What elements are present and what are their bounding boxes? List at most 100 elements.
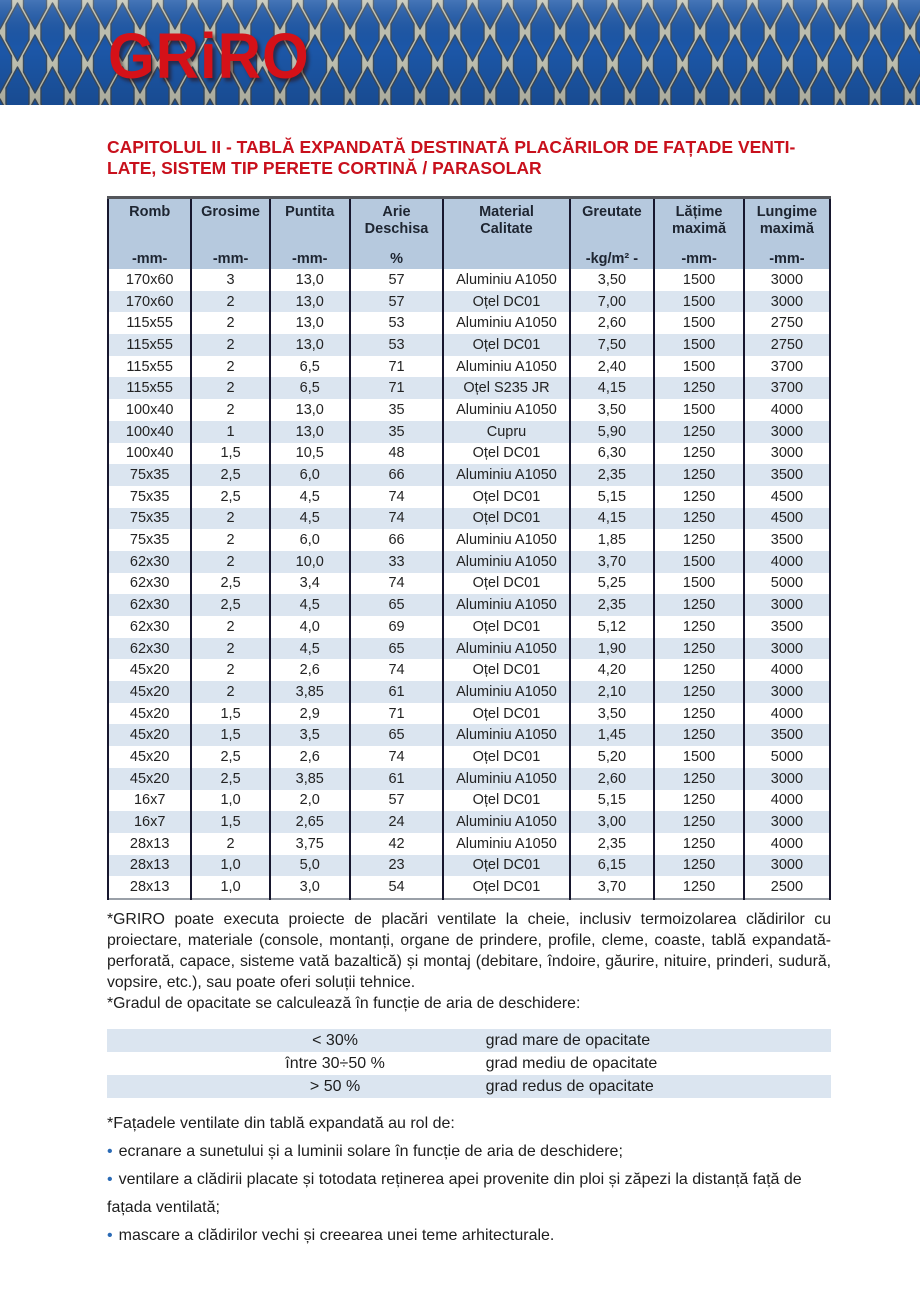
table-cell: Aluminiu A1050 — [442, 269, 571, 291]
table-cell: 2 — [190, 550, 271, 573]
table-cell: 4,15 — [568, 377, 656, 400]
table-cell: 2,35 — [568, 464, 656, 486]
note-projects: *GRIRO poate executa proiecte de placări… — [107, 910, 831, 991]
table-row: 75x35 2,5 6,0 66 Aluminiu A1050 2,35 1250 3500 — [106, 464, 832, 486]
table-cell: 1250 — [653, 637, 745, 660]
table-cell: 2,35 — [568, 832, 656, 855]
table-cell: 4000 — [742, 789, 832, 812]
table-cell: Aluminiu A1050 — [442, 399, 571, 421]
table-cell: 4000 — [742, 399, 832, 421]
table-cell: 1 — [190, 420, 271, 443]
table-cell: 1250 — [653, 507, 745, 530]
table-cell: 6,0 — [268, 529, 351, 551]
table-cell: 62x30 — [106, 594, 193, 616]
table-row: 62x30 2,5 4,5 65 Aluminiu A1050 2,35 1250 3000 — [106, 594, 832, 616]
list-item-text: ecranare a sunetului și a luminii solare… — [118, 1142, 623, 1160]
table-cell: Oțel DC01 — [442, 789, 571, 812]
column-unit: % — [390, 251, 403, 267]
table-cell: 62x30 — [106, 550, 193, 573]
column-header: Lățime maximă -mm- — [653, 197, 745, 269]
table-cell: 3500 — [742, 529, 832, 551]
column-header: Material Calitate — [442, 197, 571, 269]
table-cell: 61 — [348, 767, 445, 790]
table-cell: 115x55 — [106, 377, 193, 400]
table-cell: 2,10 — [568, 681, 656, 703]
table-cell: 6,15 — [568, 854, 656, 877]
column-header: Grosime -mm- — [190, 197, 271, 269]
table-cell: 2,9 — [268, 702, 351, 725]
table-row: 16x7 1,5 2,65 24 Aluminiu A1050 3,00 1250 3000 — [106, 811, 832, 833]
table-cell: 1500 — [653, 269, 745, 291]
table-cell: 1,90 — [568, 637, 656, 660]
table-cell: Oțel DC01 — [442, 485, 571, 508]
table-row: 115x55 2 13,0 53 Oțel DC01 7,50 1500 2750 — [106, 334, 832, 356]
table-cell: 2 — [190, 616, 271, 638]
table-row: 100x40 1,5 10,5 48 Oțel DC01 6,30 1250 3000 — [106, 442, 832, 465]
table-cell: 6,30 — [568, 442, 656, 465]
table-cell: 53 — [348, 312, 445, 335]
bullet-icon: • — [107, 1226, 113, 1244]
table-cell: 66 — [348, 529, 445, 551]
column-name: Grosime — [201, 204, 260, 220]
table-cell: 75x35 — [106, 507, 193, 530]
table-cell: 1,5 — [190, 442, 271, 465]
table-row: 62x30 2 4,5 65 Aluminiu A1050 1,90 1250 3000 — [106, 637, 832, 660]
table-row: 115x55 2 6,5 71 Oțel S235 JR 4,15 1250 3700 — [106, 377, 832, 400]
table-cell: 1,5 — [190, 724, 271, 747]
table-cell: 71 — [348, 355, 445, 378]
table-cell: 3500 — [742, 464, 832, 486]
opacity-table: < 30% grad mare de opacitate între 30÷50 %… — [107, 1028, 831, 1098]
table-cell: Aluminiu A1050 — [442, 724, 571, 747]
table-cell: 4000 — [742, 550, 832, 573]
table-cell: 2 — [190, 290, 271, 313]
table-cell: 6,5 — [268, 355, 351, 378]
table-cell: 1250 — [653, 724, 745, 747]
table-cell: 62x30 — [106, 637, 193, 660]
table-cell: 7,00 — [568, 290, 656, 313]
table-cell: 4,5 — [268, 507, 351, 530]
table-cell: 3,70 — [568, 876, 656, 899]
table-cell: 13,0 — [268, 399, 351, 421]
facade-roles: *Fațadele ventilate din tablă expandată … — [107, 1110, 847, 1250]
table-cell: Oțel DC01 — [442, 616, 571, 638]
table-cell: 115x55 — [106, 334, 193, 356]
table-cell: 65 — [348, 724, 445, 747]
table-cell: 3000 — [742, 420, 832, 443]
table-cell: 2 — [190, 377, 271, 400]
table-row: 100x40 1 13,0 35 Cupru 5,90 1250 3000 — [106, 420, 832, 443]
table-cell: Aluminiu A1050 — [442, 767, 571, 790]
table-cell: 4500 — [742, 485, 832, 508]
table-cell: 65 — [348, 594, 445, 616]
opacity-range: > 50 % — [309, 1077, 361, 1095]
bullet-icon: • — [107, 1142, 113, 1160]
table-cell: 1500 — [653, 334, 745, 356]
table-cell: Aluminiu A1050 — [442, 594, 571, 616]
table-cell: 3000 — [742, 681, 832, 703]
table-cell: 54 — [348, 876, 445, 899]
table-row: 28x13 1,0 5,0 23 Oțel DC01 6,15 1250 3000 — [106, 854, 832, 877]
table-cell: 3,70 — [568, 550, 656, 573]
table-cell: 6,0 — [268, 464, 351, 486]
table-cell: Oțel DC01 — [442, 746, 571, 768]
table-cell: 1250 — [653, 594, 745, 616]
chapter-title-line1: CAPITOLUL II - TABLĂ EXPANDATĂ DESTINATĂ… — [107, 137, 796, 157]
table-cell: 5,90 — [568, 420, 656, 443]
table-cell: 3000 — [742, 767, 832, 790]
table-cell: 66 — [348, 464, 445, 486]
table-cell: 100x40 — [106, 442, 193, 465]
griro-logo: GRiRO — [108, 20, 310, 93]
table-cell: 2,5 — [190, 594, 271, 616]
list-item: • ventilare a clădirii placate și totodat… — [107, 1166, 847, 1222]
table-cell: 1,0 — [190, 876, 271, 899]
table-cell: 65 — [348, 637, 445, 660]
table-cell: 3000 — [742, 269, 832, 291]
table-cell: Aluminiu A1050 — [442, 811, 571, 833]
table-cell: 1500 — [653, 355, 745, 378]
table-cell: 3000 — [742, 811, 832, 833]
opacity-row: > 50 % grad redus de opacitate — [107, 1074, 831, 1098]
table-cell: Oțel DC01 — [442, 659, 571, 682]
table-cell: Cupru — [442, 420, 571, 443]
table-cell: 5,15 — [568, 485, 656, 508]
table-row: 75x35 2,5 4,5 74 Oțel DC01 5,15 1250 4500 — [106, 485, 832, 508]
table-cell: 3700 — [742, 377, 832, 400]
